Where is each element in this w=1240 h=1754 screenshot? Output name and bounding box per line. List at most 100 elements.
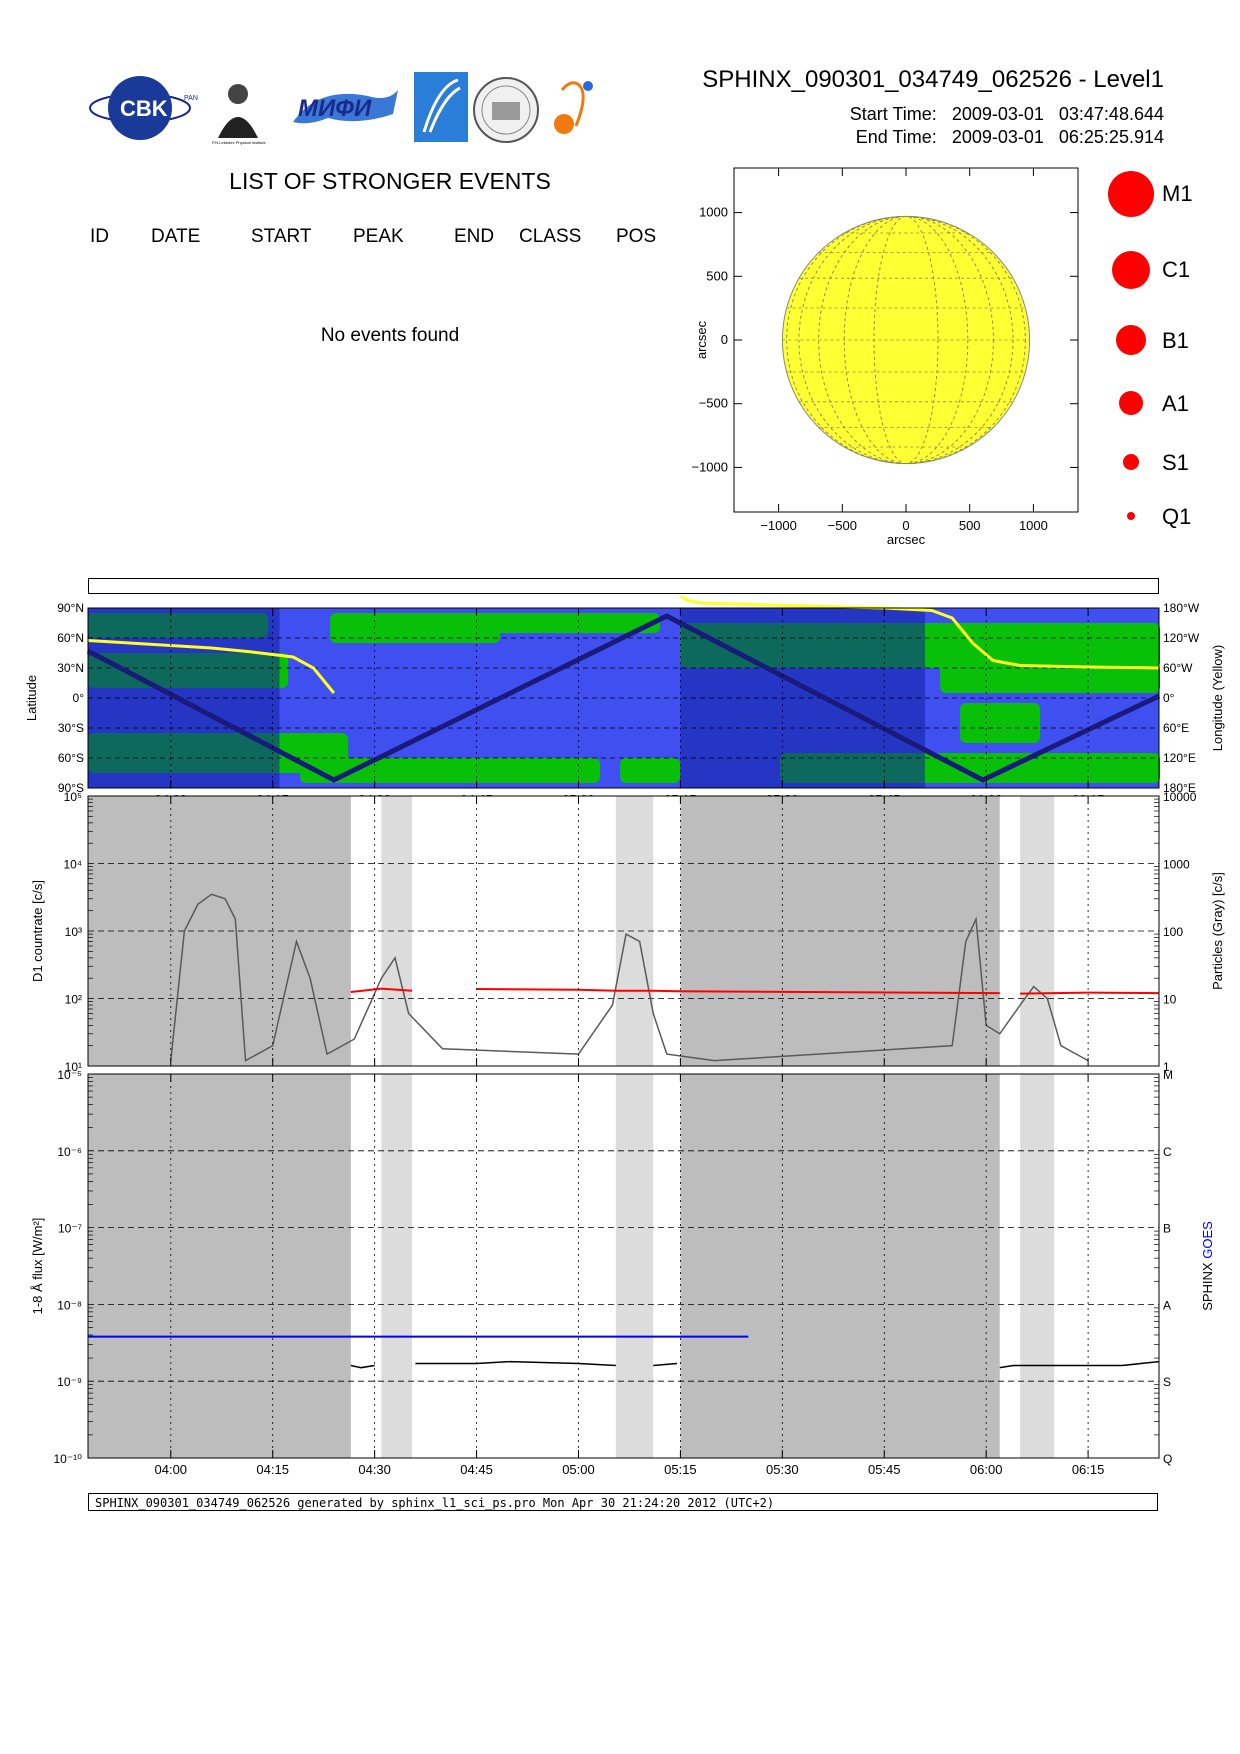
legend-s1-dot [1123,454,1139,470]
disk-xtick-label: −500 [828,518,857,533]
flux-class-label: B [1163,1222,1171,1236]
legend-m1-dot [1108,171,1154,217]
land-area [960,703,1040,743]
longitude-tick-label: 180°E [1163,781,1196,795]
sphinx-flux-series [350,1364,375,1369]
latitude-tick-label: 60°N [57,631,84,645]
orbit-ylabel: Latitude [24,675,39,721]
svg-text:CBK: CBK [120,96,168,121]
disk-xtick-label: 500 [959,518,981,533]
flux-class-label: S [1163,1375,1171,1389]
d1-y2tick-label: 1000 [1163,858,1190,872]
land-area [420,613,660,633]
sphinx-flux-series [999,1360,1160,1369]
legend-s1: S1 [1090,437,1240,487]
end-time-value: 2009-03-01 06:25:25.914 [951,127,1164,147]
time-tick-label: 05:00 [562,1462,595,1477]
events-col-date: DATE [151,226,201,247]
events-col-pos: POS [616,226,657,247]
d1-countrate-series [1020,991,1160,995]
flux-ytick-label: 10⁻⁹ [57,1375,82,1389]
flux-ytick-label: 10⁻¹⁰ [54,1452,83,1466]
flux-light-shade [381,1074,413,1458]
flux-ytick-label: 10⁻⁸ [57,1298,82,1312]
time-tick-label: 04:00 [155,1462,188,1477]
start-time-value: 2009-03-01 03:47:48.644 [951,104,1164,124]
d1-y2tick-label: 10000 [1163,790,1197,804]
cbk-pan-logo: CBK PAN [89,76,198,140]
d1-ytick-label: 10³ [65,925,82,939]
time-tick-label: 04:45 [460,1462,493,1477]
events-col-peak: PEAK [353,226,404,247]
disk-ytick-label: −500 [699,396,728,411]
orbit-y2label: Longitude (Yellow) [1210,645,1225,751]
legend-b1-dot [1116,325,1146,355]
time-tick-label: 05:15 [664,1462,697,1477]
legend-s1-label: S1 [1162,450,1189,475]
events-col-start: START [251,226,312,247]
flux-ylabel: 1-8 Å flux [W/m²] [30,1218,45,1315]
logo-strip: CBK PAN P.N.Lebedev Physical Institute М… [89,72,593,145]
legend-m1: M1 [1090,168,1240,218]
flux-class-label: A [1163,1298,1171,1312]
disk-xlabel: arcsec [887,532,926,547]
flux-light-shade [615,1074,654,1458]
disk-ylabel: arcsec [694,320,709,359]
latitude-tick-label: 90°N [57,601,84,615]
d1-y2tick-label: 100 [1163,925,1183,939]
d1-ytick-label: 10⁵ [64,790,82,804]
flux-class-label: Q [1163,1452,1172,1466]
flux-ytick-label: 10⁻⁷ [58,1222,82,1236]
latitude-tick-label: 90°S [58,781,84,795]
legend-q1-dot [1127,512,1135,520]
flux-ytick-label: 10⁻⁵ [57,1068,82,1082]
start-time: Start Time: 2009-03-01 03:47:48.644 [620,104,1164,125]
flux-class-label: M [1163,1068,1173,1082]
disk-xtick-label: −1000 [760,518,797,533]
flux-dark-shade [680,1074,1000,1458]
latitude-tick-label: 0° [73,691,85,705]
longitude-tick-label: 180°W [1163,601,1200,615]
d1-ytick-label: 10⁴ [63,858,82,872]
events-col-end: END [454,226,495,247]
events-title: LIST OF STRONGER EVENTS [229,168,551,194]
flux-frame [87,1073,1160,1459]
disk-longitude-line [798,216,1014,464]
longitude-tick-label: 0° [1163,691,1175,705]
d1-y2label: Particles (Gray) [c/s] [1210,872,1225,990]
d1-ylabel: D1 countrate [c/s] [30,880,45,982]
end-time-label: End Time: [855,127,937,147]
svg-text:МИФИ: МИФИ [298,95,372,122]
legend-c1: C1 [1090,244,1240,294]
flux-y2label: SPHINX GOES [1200,1221,1215,1311]
longitude-tick-label: 120°W [1163,631,1200,645]
time-tick-label: 04:30 [358,1462,391,1477]
report-title: SPHINX_090301_034749_062526 - Level1 [702,66,1164,93]
start-time-label: Start Time: [849,104,937,124]
svg-text:P.N.Lebedev Physical Institute: P.N.Lebedev Physical Institute [212,140,267,145]
d1-y2tick-label: 1 [1163,1060,1170,1074]
time-tick-label: 05:30 [766,1462,799,1477]
time-tick-label: 06:15 [1072,1462,1105,1477]
land-area [620,758,680,783]
flux-ytick-label: 10⁻⁶ [57,1145,82,1159]
time-series-charts: 90°S 60°S 30°S 0° 30°N 60°N 90°N 180°E 120°E 60°E… [24,596,1225,1477]
legend-c1-dot [1112,251,1150,289]
legend-a1-label: A1 [1162,391,1189,416]
d1-y2tick-label: 10 [1163,993,1177,1007]
d1-ytick-label: 10¹ [65,1060,82,1074]
disk-longitude-line [786,216,1026,464]
longitude-track [87,639,336,694]
legend-m1-label: M1 [1162,181,1193,206]
lebedev-institute-logo: P.N.Lebedev Physical Institute [212,84,267,145]
disk-ytick-label: 500 [706,268,728,283]
mifi-logo: МИФИ [293,90,398,124]
longitude-track [678,596,1160,670]
latitude-track [86,613,1161,783]
d1-light-shade [381,796,413,1066]
comet-logo [414,72,468,142]
sun-orbit-logo [554,81,593,134]
legend-b1: B1 [1090,315,1240,365]
orbit-frame [87,607,1160,789]
sphinx-flux-series [653,1362,678,1367]
